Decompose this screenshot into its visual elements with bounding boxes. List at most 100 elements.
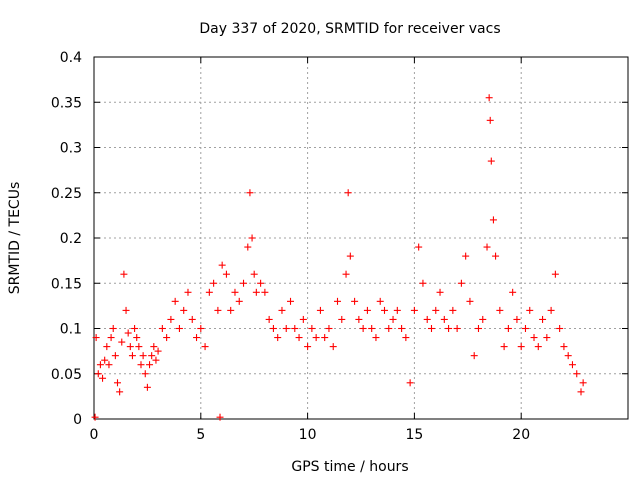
data-point: [109, 325, 117, 332]
data-point: [573, 370, 581, 378]
data-point: [419, 279, 427, 287]
data-point: [118, 338, 126, 346]
data-point: [376, 297, 384, 305]
data-point: [453, 325, 461, 332]
data-point: [124, 329, 132, 337]
data-point: [489, 216, 497, 224]
data-point: [543, 334, 551, 342]
data-point: [244, 243, 252, 251]
data-point: [577, 388, 585, 396]
data-point: [427, 325, 435, 332]
data-point: [250, 270, 258, 278]
data-point: [485, 94, 493, 102]
data-point: [107, 334, 115, 342]
grid: [94, 57, 628, 419]
data-point: [103, 343, 111, 351]
data-point: [436, 288, 444, 296]
x-axis-title: GPS time / hours: [291, 459, 408, 475]
data-point: [470, 352, 478, 360]
data-point: [113, 379, 121, 387]
data-point: [282, 325, 290, 332]
data-point: [500, 343, 508, 351]
data-point: [188, 315, 196, 323]
data-point: [274, 334, 282, 342]
y-tick-label: 0.2: [60, 231, 82, 247]
data-point: [252, 288, 260, 296]
data-point: [342, 270, 350, 278]
chart-title: Day 337 of 2020, SRMTID for receiver vac…: [199, 21, 500, 37]
y-tick-label: 0.3: [60, 141, 82, 157]
data-point: [265, 315, 273, 323]
y-tick-label: 0: [73, 412, 82, 428]
data-point: [193, 334, 201, 342]
data-point: [240, 279, 248, 287]
data-point: [372, 334, 380, 342]
data-point: [556, 325, 564, 332]
data-point: [128, 352, 136, 360]
data-point: [474, 325, 482, 332]
data-point: [141, 370, 149, 378]
data-point: [579, 379, 587, 387]
data-point: [321, 334, 329, 342]
data-point: [235, 297, 243, 305]
data-point: [205, 288, 213, 296]
data-point: [530, 334, 538, 342]
y-tick-label: 0.4: [60, 50, 82, 66]
data-point: [539, 315, 547, 323]
data-point: [131, 325, 139, 332]
data-point: [487, 157, 495, 165]
data-point: [312, 334, 320, 342]
data-point: [440, 315, 448, 323]
data-point: [509, 288, 517, 296]
data-point: [163, 334, 171, 342]
data-point: [146, 361, 154, 369]
data-point: [222, 270, 230, 278]
data-point: [120, 270, 128, 278]
data-point: [346, 252, 354, 260]
data-point: [304, 343, 312, 351]
data-point: [111, 352, 119, 360]
data-point: [486, 116, 494, 124]
data-point: [231, 288, 239, 296]
data-point: [248, 234, 256, 242]
data-point: [325, 325, 333, 332]
data-point: [344, 189, 352, 197]
data-point: [410, 306, 418, 314]
data-point: [504, 325, 512, 332]
data-point: [385, 325, 393, 332]
data-point: [393, 306, 401, 314]
data-point: [92, 334, 100, 342]
data-point: [380, 306, 388, 314]
data-point: [158, 325, 166, 332]
data-point: [526, 306, 534, 314]
data-point: [432, 306, 440, 314]
data-point: [338, 315, 346, 323]
data-point: [143, 383, 151, 391]
data-point: [534, 343, 542, 351]
y-tick-label: 0.1: [60, 322, 82, 338]
data-point: [551, 270, 559, 278]
x-tick-label: 10: [299, 427, 317, 443]
data-point: [167, 315, 175, 323]
data-point: [329, 343, 337, 351]
axis-ticks: 0 5 10 15 20 0 0.05 0.1 0.15 0.2 0.25 0.3 0.35 0.4: [51, 50, 628, 443]
data-point: [91, 413, 99, 421]
data-point: [133, 334, 141, 342]
data-point: [457, 279, 465, 287]
data-point: [483, 243, 491, 251]
data-point: [308, 325, 316, 332]
x-tick-label: 5: [196, 427, 205, 443]
data-point: [415, 243, 423, 251]
data-point: [150, 343, 158, 351]
data-point: [210, 279, 218, 287]
data-point: [171, 297, 179, 305]
data-point: [291, 325, 299, 332]
data-point: [517, 343, 525, 351]
data-point: [135, 343, 143, 351]
data-point: [94, 370, 102, 378]
data-point: [148, 352, 156, 360]
data-point: [462, 252, 470, 260]
data-point: [359, 325, 367, 332]
data-point: [406, 379, 414, 387]
x-tick-label: 15: [405, 427, 423, 443]
